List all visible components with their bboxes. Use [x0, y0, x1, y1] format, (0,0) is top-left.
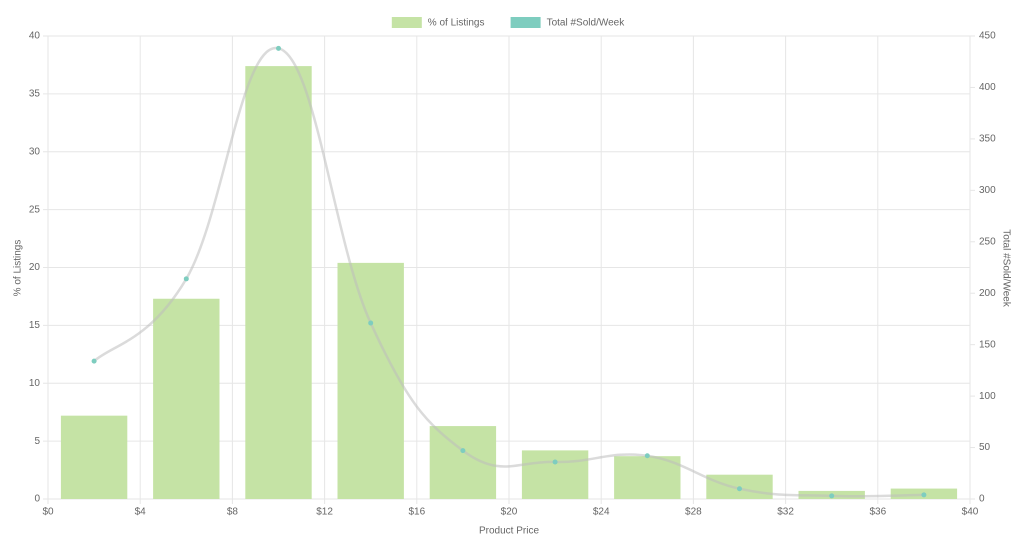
x-tick-label: $8	[227, 507, 239, 518]
bar	[614, 456, 681, 499]
y2-tick-label: 0	[979, 494, 985, 505]
bar	[245, 66, 312, 499]
x-tick-label: $28	[685, 507, 702, 518]
y2-tick-label: 450	[979, 31, 996, 42]
legend-label: Total #Sold/Week	[547, 18, 626, 29]
point	[552, 459, 558, 465]
y2-axis-title: Total #Sold/Week	[1000, 229, 1011, 308]
point	[276, 45, 281, 51]
bar	[153, 298, 220, 499]
y-tick-label: 30	[29, 146, 41, 157]
x-tick-label: $12	[316, 507, 333, 518]
x-tick-label: $4	[135, 507, 147, 518]
y-tick-label: 15	[29, 320, 41, 331]
bar	[337, 262, 404, 499]
x-tick-label: $16	[408, 507, 425, 518]
legend-swatch	[391, 17, 422, 28]
x-tick-label: $36	[869, 507, 886, 518]
y2-tick-label: 50	[979, 442, 991, 453]
x-tick-label: $40	[962, 507, 979, 518]
x-axis-title: Product Price	[479, 526, 539, 537]
bar	[521, 450, 589, 499]
y-tick-label: 20	[29, 262, 41, 273]
x-tick-label: $20	[501, 507, 518, 518]
legend-swatch	[510, 17, 541, 28]
y2-tick-label: 350	[979, 134, 996, 145]
point	[460, 448, 466, 454]
y2-tick-label: 300	[979, 185, 996, 196]
bar	[60, 415, 128, 499]
x-tick-label: $0	[42, 507, 54, 518]
y-tick-label: 10	[29, 378, 41, 389]
point	[644, 453, 650, 459]
y2-tick-label: 200	[979, 288, 996, 299]
x-tick-label: $32	[777, 507, 794, 518]
y2-tick-label: 100	[979, 391, 996, 402]
y-tick-label: 0	[34, 494, 40, 505]
point	[183, 276, 189, 282]
legend-label: % of Listings	[428, 18, 485, 29]
y-tick-label: 25	[29, 204, 41, 215]
point	[737, 486, 742, 492]
line	[93, 47, 924, 498]
y-tick-label: 35	[29, 89, 41, 100]
y2-tick-label: 250	[979, 236, 996, 247]
y-tick-label: 40	[29, 31, 41, 42]
y-tick-label: 5	[34, 436, 40, 447]
x-tick-label: $24	[593, 507, 610, 518]
point	[921, 492, 927, 498]
point	[829, 493, 835, 499]
y2-tick-label: 400	[979, 82, 996, 93]
y-axis-title: % of Listings	[13, 240, 24, 297]
point	[368, 320, 374, 326]
y2-tick-label: 150	[979, 339, 996, 350]
point	[91, 358, 97, 364]
